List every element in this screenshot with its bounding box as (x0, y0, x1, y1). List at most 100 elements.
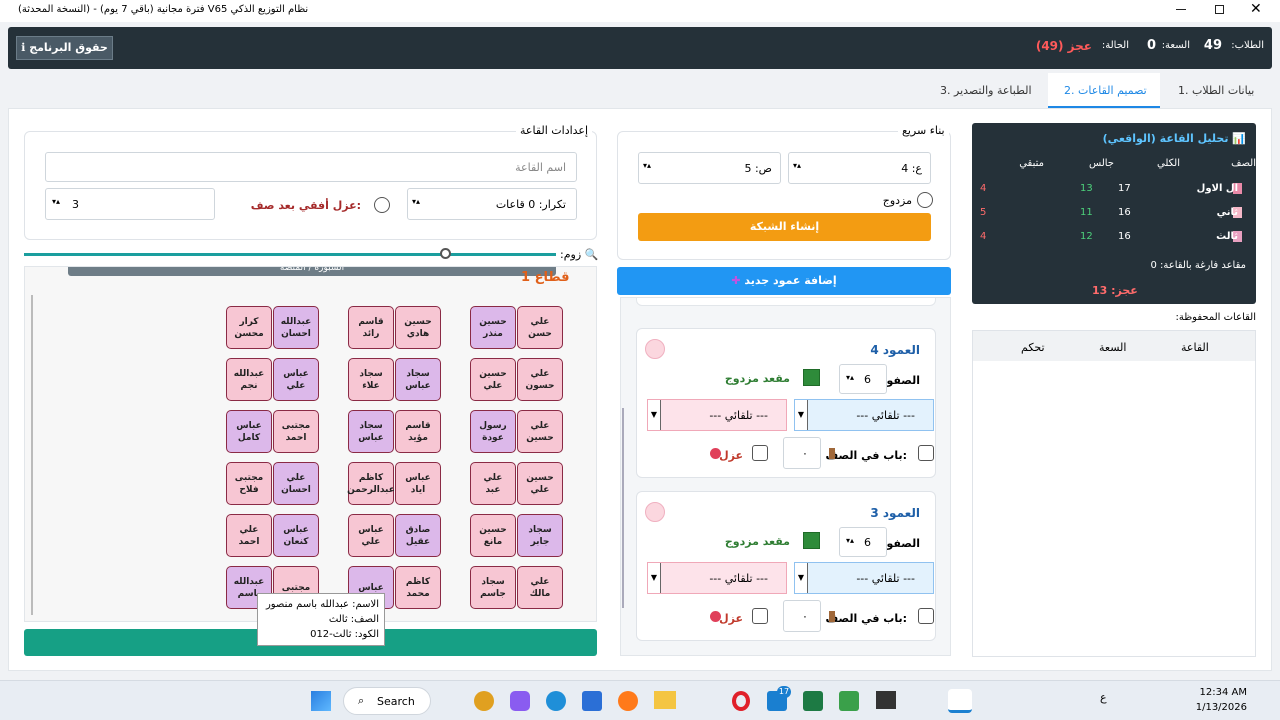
seat[interactable]: مجتبى فلاح (226, 462, 272, 505)
tab[interactable]: بيانات الطلاب .1 (1178, 84, 1255, 97)
app-icon[interactable] (839, 691, 859, 711)
select[interactable]: --- تلقائي --- ▼ (647, 399, 787, 431)
create-grid-button[interactable]: إنشاء الشبكة (638, 213, 931, 241)
double-swatch[interactable] (803, 532, 820, 549)
seat-name: علي (530, 484, 550, 495)
seat[interactable]: صادق عقيل (395, 514, 441, 557)
seat[interactable]: كرار محسن (226, 306, 272, 349)
seat[interactable]: حسين علي (517, 462, 563, 505)
seat[interactable]: رسول عودة (470, 410, 516, 453)
seat[interactable]: مجتبى احمد (273, 410, 319, 453)
seat[interactable]: قاسم رائد (348, 306, 394, 349)
seat[interactable]: حسين منذر (470, 306, 516, 349)
seat[interactable]: علي حسين (517, 410, 563, 453)
spin-arrows: ▾▴ (846, 373, 855, 382)
app-icon[interactable] (803, 691, 823, 711)
delete-button[interactable] (645, 339, 665, 359)
door-spinner[interactable]: ٠ (783, 437, 821, 469)
double-checkbox[interactable] (917, 192, 933, 208)
seat[interactable]: علي احمد (226, 514, 272, 557)
seat[interactable]: حسين علي (470, 358, 516, 401)
app-icon[interactable] (654, 691, 676, 709)
isolate-spinner[interactable]: ▾▴ 3 (45, 188, 215, 220)
seat[interactable]: عباس اياد (395, 462, 441, 505)
seat-name: عباس (283, 524, 309, 535)
select[interactable]: --- تلقائي --- ▼ (794, 562, 934, 594)
seat[interactable]: عباس كنعان (273, 514, 319, 557)
seat[interactable]: عباس علي (348, 514, 394, 557)
seat-name: عباس (405, 380, 431, 391)
seat[interactable]: سجاد عباس (348, 410, 394, 453)
seat-name: كاظم (358, 472, 384, 483)
cols-spinner[interactable]: ع: 4 ▾▴ (788, 152, 931, 184)
tab[interactable]: تصميم القاعات .2 (1064, 84, 1147, 97)
students-label: الطلاب: (1231, 40, 1264, 51)
seat[interactable]: كاظم عبدالرحمن (347, 462, 395, 505)
search-box[interactable]: ⌕ Search (343, 687, 431, 715)
select[interactable]: --- تلقائي --- ▼ (647, 562, 787, 594)
app-icon[interactable] (732, 691, 750, 711)
hall-settings-title: إعدادات القاعة (516, 124, 593, 137)
isolate-checkbox[interactable] (752, 608, 768, 624)
app-icon[interactable] (582, 691, 602, 711)
seat-name: عباس (283, 368, 309, 379)
seat[interactable]: علي حسون (517, 358, 563, 401)
app-icon[interactable] (618, 691, 638, 711)
isolate-checkbox[interactable] (752, 445, 768, 461)
seat[interactable]: عباس كامل (226, 410, 272, 453)
app-icon[interactable] (474, 691, 494, 711)
zoom-slider[interactable] (24, 253, 556, 256)
col-header: القاعة (1181, 341, 1209, 354)
door-spinner[interactable]: ٠ (783, 600, 821, 632)
seat[interactable]: عبدالله احسان (273, 306, 319, 349)
seat[interactable]: سجاد جابر (517, 514, 563, 557)
seat[interactable]: سجاد علاء (348, 358, 394, 401)
analysis-title-text: تحليل القاعة (الواقعي) (1102, 132, 1229, 145)
zoom-handle[interactable] (440, 248, 451, 259)
maximize[interactable] (1215, 5, 1224, 14)
seat[interactable]: علي حسن (517, 306, 563, 349)
rows-spinner[interactable]: 6 ▾▴ (839, 527, 887, 557)
door-checkbox[interactable] (918, 608, 934, 624)
seat[interactable]: حسين هادي (395, 306, 441, 349)
seat-name: عبد (485, 484, 501, 495)
repeat-spinner[interactable]: تكرار: 0 قاعات ▾▴ (407, 188, 577, 220)
scrollbar[interactable] (31, 295, 33, 615)
seat[interactable]: حسين مانع (470, 514, 516, 557)
door-checkbox[interactable] (918, 445, 934, 461)
start-button[interactable] (311, 691, 331, 711)
tabs: بيانات الطلاب .1 تصميم القاعات .2 الطباع… (0, 73, 1280, 108)
seat[interactable]: علي مالك (517, 566, 563, 609)
hall-name-input[interactable]: اسم القاعة (45, 152, 577, 182)
app-icon-active[interactable] (948, 689, 972, 713)
input-language[interactable]: ع (1100, 691, 1107, 704)
door-value: ٠ (802, 447, 808, 460)
analysis-cell: 16 (1118, 231, 1131, 242)
app-icon[interactable] (546, 691, 566, 711)
scrollbar[interactable] (622, 408, 624, 608)
seat[interactable]: علي احسان (273, 462, 319, 505)
rows-spinner[interactable]: ص: 5 ▾▴ (638, 152, 781, 184)
seat[interactable]: سجاد عباس (395, 358, 441, 401)
rights-button[interactable]: ℹ حقوق البرنامج (16, 36, 113, 60)
close[interactable]: ✕ (1250, 1, 1262, 17)
seat[interactable]: عباس علي (273, 358, 319, 401)
seat[interactable]: قاسم مؤيد (395, 410, 441, 453)
minimize[interactable] (1176, 9, 1186, 10)
app-icon[interactable] (510, 691, 530, 711)
app-icon[interactable] (876, 691, 896, 709)
delete-button[interactable] (645, 502, 665, 522)
seat[interactable]: علي عبد (470, 462, 516, 505)
seat[interactable]: عبدالله باسم (226, 566, 272, 609)
isolate-checkbox[interactable] (374, 197, 390, 213)
seat[interactable]: عبدالله نجم (226, 358, 272, 401)
analysis-cell: ثالث (1216, 231, 1238, 242)
seat[interactable]: كاظم محمد (395, 566, 441, 609)
select[interactable]: --- تلقائي --- ▼ (794, 399, 934, 431)
double-swatch[interactable] (803, 369, 820, 386)
tab[interactable]: الطباعة والتصدير .3 (940, 84, 1032, 97)
rows-spinner[interactable]: 6 ▾▴ (839, 364, 887, 394)
seat[interactable]: سجاد جاسم (470, 566, 516, 609)
seat-name: محسن (234, 328, 264, 339)
add-column-button[interactable]: ✚ إضافة عمود جديد (617, 267, 951, 295)
